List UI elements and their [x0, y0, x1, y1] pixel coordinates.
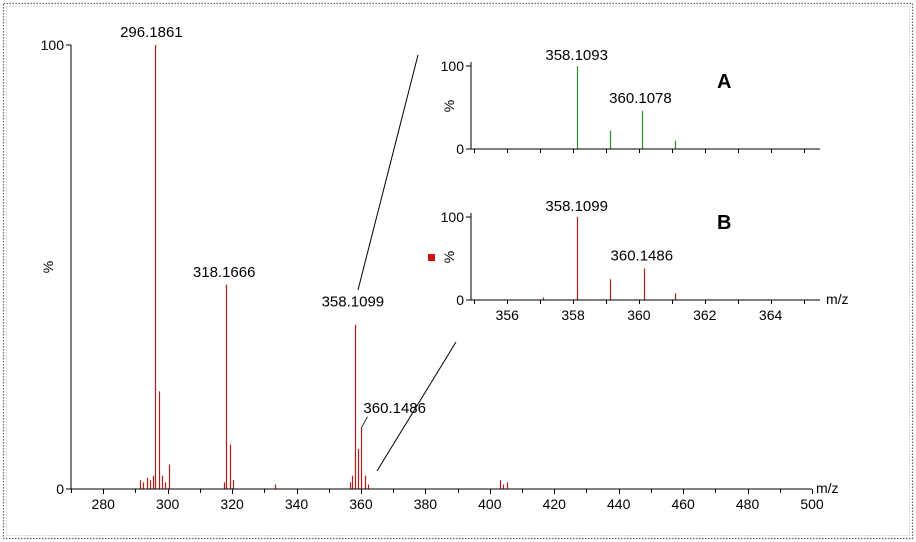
- peak-label: 358.1093: [545, 47, 608, 64]
- inset-a-peaks: [576, 66, 677, 149]
- main-spectrum: 296.1861 318.1666 358.1099 360.1486 0 100 28…: [40, 24, 839, 512]
- x-tick-label: 300: [156, 496, 180, 512]
- inset-a-y-axis-label: %: [441, 100, 457, 112]
- main-peak-labels: 296.1861 318.1666 358.1099 360.1486: [120, 24, 426, 428]
- x-tick-label: 280: [92, 496, 116, 512]
- inset-a-peak-labels: 358.1093 360.1078: [545, 47, 671, 107]
- y-tick-label: 0: [56, 481, 64, 497]
- x-tick-label: 460: [671, 496, 695, 512]
- figure-frame-inner: [6, 6, 910, 536]
- peak-label: 360.1486: [363, 400, 426, 417]
- peak-label: 358.1099: [545, 198, 608, 215]
- peak-label: 296.1861: [120, 24, 183, 41]
- x-tick-label: 356: [496, 307, 520, 323]
- x-tick-label: 440: [607, 496, 631, 512]
- inset-b-peak-labels: 358.1099 360.1486: [545, 198, 673, 264]
- inset-b-x-axis-label: m/z: [826, 291, 849, 307]
- inset-b-y-axis-label: %: [441, 251, 457, 263]
- inset-b-peaks: [542, 217, 677, 300]
- y-tick-label: 0: [456, 292, 464, 308]
- inset-b-y-ticks: 0 100: [441, 209, 471, 308]
- main-y-ticks: 0 100: [41, 37, 71, 497]
- x-tick-label: 420: [543, 496, 567, 512]
- inset-b-x-ticks: 356 358 360 362 364: [474, 300, 805, 323]
- x-tick-label: 364: [759, 307, 783, 323]
- y-tick-label: 100: [41, 37, 65, 53]
- inset-a-y-ticks: 0 100: [441, 58, 471, 157]
- x-tick-label: 360: [627, 307, 651, 323]
- peak-label: 360.1078: [609, 90, 672, 107]
- x-tick-label: 480: [736, 496, 760, 512]
- peak-label: 360.1486: [611, 247, 674, 264]
- y-tick-label: 0: [456, 141, 464, 157]
- x-tick-label: 340: [285, 496, 309, 512]
- peak-label: 318.1666: [193, 264, 256, 281]
- peak-label-leader: [361, 416, 368, 428]
- x-tick-label: 362: [693, 307, 717, 323]
- main-peaks: [139, 45, 509, 489]
- zoom-connector-lower: [376, 341, 457, 472]
- peak-label: 358.1099: [322, 294, 385, 311]
- main-x-axis-label: m/z: [816, 480, 839, 496]
- inset-a-x-ticks: [474, 149, 805, 153]
- x-tick-label: 500: [800, 496, 824, 512]
- zoom-connector-upper: [357, 54, 419, 291]
- inset-a-panel-letter: A: [717, 71, 731, 93]
- main-y-axis-label: %: [40, 261, 56, 273]
- x-tick-label: 400: [478, 496, 502, 512]
- x-tick-label: 358: [561, 307, 585, 323]
- inset-b-panel-letter: B: [717, 212, 731, 234]
- y-tick-label: 100: [441, 209, 465, 225]
- inset-b-marker-square: [428, 254, 435, 261]
- y-tick-label: 100: [441, 58, 465, 74]
- x-tick-label: 380: [414, 496, 438, 512]
- x-tick-label: 360: [349, 496, 373, 512]
- inset-a-spectrum: 358.1093 360.1078 0 100 % A: [441, 47, 820, 157]
- x-tick-label: 320: [220, 496, 244, 512]
- main-x-ticks: 280 300 320 340 360 380 400 420 440 460 480 500: [71, 489, 824, 512]
